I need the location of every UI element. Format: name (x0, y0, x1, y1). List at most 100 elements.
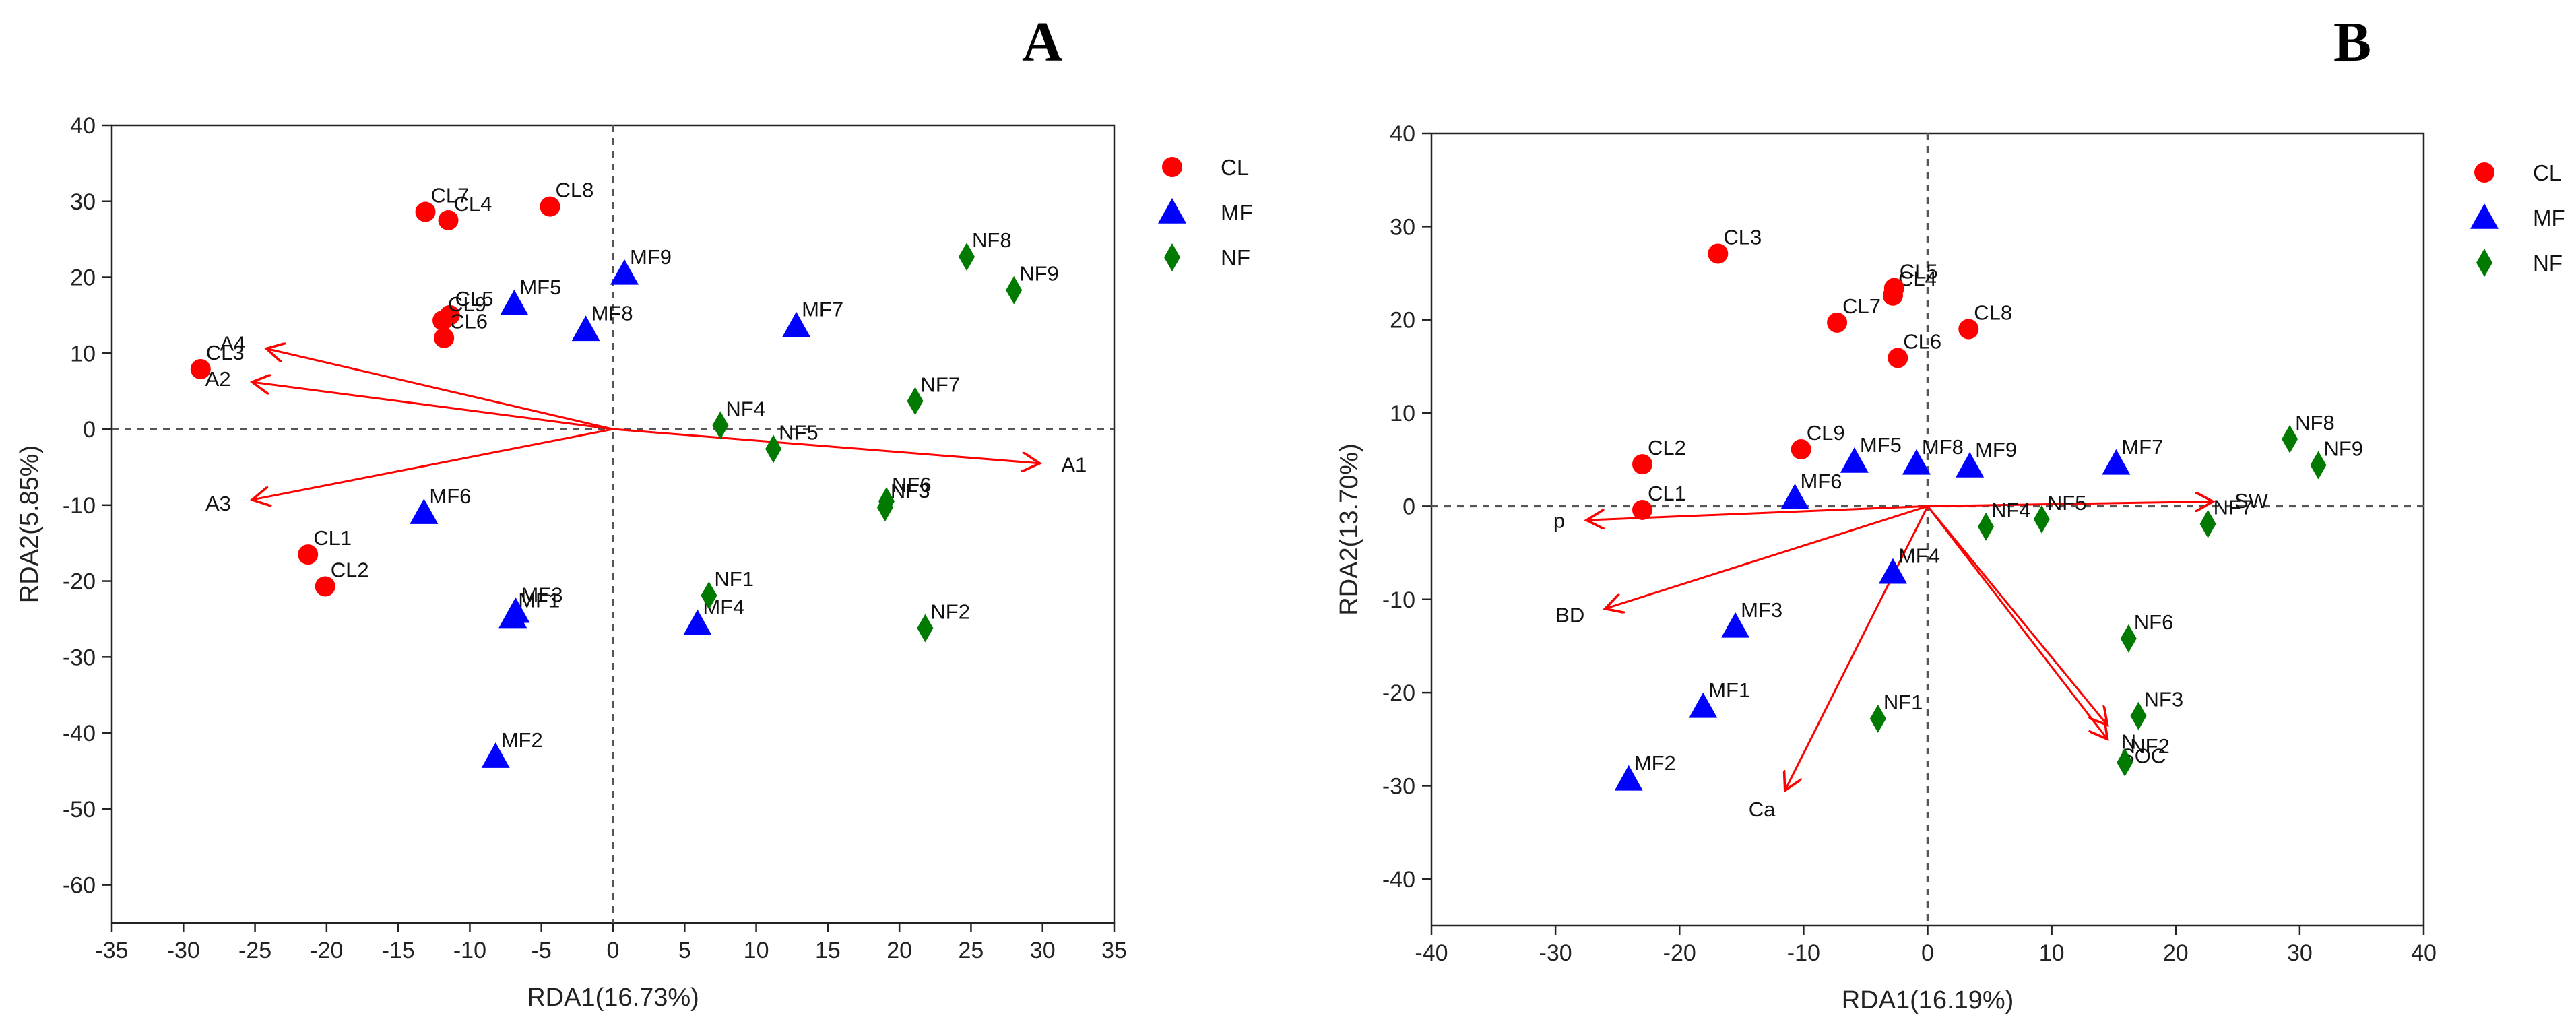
y-tick-label: 30 (70, 189, 96, 215)
x-tick-label: -30 (167, 938, 200, 963)
point-mf7 (2102, 449, 2131, 475)
legend-label: NF (1221, 245, 1250, 270)
vector-label: p (1553, 509, 1565, 532)
point-label: NF8 (2295, 411, 2335, 434)
y-tick-label: -40 (1382, 867, 1415, 893)
point-label: NF7 (2214, 496, 2253, 519)
x-tick-label: -10 (453, 938, 486, 963)
point-cl9 (1791, 439, 1811, 460)
point-cl1 (1632, 499, 1653, 520)
vector-label: Ca (1749, 798, 1776, 821)
point-label: CL5 (455, 287, 494, 311)
point-nf9 (1006, 276, 1023, 304)
point-label: CL4 (1898, 267, 1937, 291)
vector-arrow-sw (1927, 501, 2213, 506)
point-label: NF2 (2130, 734, 2170, 758)
x-axis-title: RDA1(16.73%) (527, 984, 699, 1012)
y-axis-title: RDA2(5.85%) (15, 445, 44, 603)
point-label: NF4 (1991, 498, 2031, 522)
point-label: MF5 (1860, 433, 1902, 457)
point-label: NF8 (972, 228, 1012, 252)
point-label: NF1 (1883, 690, 1923, 714)
point-mf6 (1780, 483, 1809, 509)
point-label: MF8 (1922, 435, 1964, 459)
point-cl2 (1632, 454, 1653, 475)
point-label: CL2 (1648, 436, 1686, 459)
x-tick-label: 5 (678, 938, 691, 963)
point-nf6 (2120, 624, 2137, 653)
point-label: MF3 (1741, 598, 1782, 622)
panel-label-b: B (2333, 11, 2372, 73)
panel-label-a: A (1022, 11, 1063, 73)
x-tick-label: 15 (815, 938, 841, 963)
legend-label: CL (1221, 155, 1249, 180)
vector-label: A3 (205, 492, 231, 515)
point-label: CL8 (1974, 301, 2012, 325)
y-tick-label: -40 (63, 721, 96, 746)
point-label: CL4 (454, 192, 492, 216)
point-label: NF1 (714, 567, 754, 591)
y-tick-label: -30 (63, 645, 96, 670)
point-mf4 (1878, 558, 1907, 584)
y-tick-label: -10 (1382, 587, 1415, 613)
point-nf8 (2282, 424, 2298, 453)
point-cl8 (1958, 319, 1979, 340)
point-label: NF7 (921, 373, 961, 396)
point-mf4 (683, 609, 712, 635)
point-cl7 (415, 201, 436, 222)
point-label: MF1 (1708, 678, 1750, 702)
point-cl6 (1888, 348, 1908, 368)
point-label: CL2 (331, 558, 369, 581)
point-cl4 (438, 210, 459, 230)
point-label: MF3 (521, 583, 562, 607)
x-tick-label: -25 (238, 938, 271, 963)
point-mf6 (410, 498, 439, 524)
point-mf7 (782, 311, 811, 337)
point-label: NF9 (2323, 437, 2363, 461)
legend-label: NF (2533, 251, 2563, 276)
legend-label: CL (2533, 160, 2561, 185)
point-label: CL7 (1842, 294, 1881, 318)
x-tick-label: -35 (95, 938, 128, 963)
point-label: MF1 (518, 589, 560, 612)
x-tick-label: -30 (1539, 940, 1572, 966)
point-nf9 (2310, 451, 2327, 480)
x-tick-label: 40 (2411, 940, 2437, 966)
point-label: NF2 (930, 600, 970, 623)
point-nf7 (2199, 509, 2216, 538)
point-label: MF2 (501, 728, 543, 752)
y-tick-label: 0 (1403, 494, 1415, 519)
y-tick-label: -10 (63, 493, 96, 519)
point-mf3 (1721, 612, 1750, 638)
y-axis-title: RDA2(13.70%) (1335, 443, 1363, 616)
vector-label: A4 (220, 331, 245, 355)
point-mf9 (1956, 451, 1985, 478)
x-tick-label: -15 (382, 938, 415, 963)
legend-label: MF (1221, 200, 1253, 225)
x-tick-label: 0 (1921, 940, 1934, 966)
x-tick-label: 10 (2039, 940, 2065, 966)
point-label: MF8 (591, 301, 633, 325)
point-nf3 (2130, 701, 2147, 730)
y-tick-label: 0 (83, 417, 96, 443)
point-mf3 (501, 597, 530, 623)
point-label: CL3 (1723, 225, 1762, 249)
vector-label: A1 (1061, 453, 1087, 476)
legend-marker-mf (2470, 203, 2499, 229)
y-tick-label: 20 (1390, 308, 1415, 333)
x-tick-label: 10 (744, 938, 769, 963)
point-nf1 (1869, 704, 1886, 733)
rda-plot-b: -40 -30 -20 -10 0 10 20 30 40 -40 -30 -20 -10 0 10 20 30… (1335, 121, 2565, 1015)
point-nf5 (765, 434, 782, 463)
point-label: NF3 (2144, 688, 2184, 711)
point-mf1 (1689, 692, 1718, 718)
point-mf2 (1614, 765, 1643, 791)
point-label: MF7 (802, 298, 843, 321)
point-cl1 (298, 544, 319, 565)
x-tick-label: 30 (2287, 940, 2313, 966)
point-nf2 (2117, 748, 2133, 777)
point-label: MF9 (1975, 438, 2017, 461)
vector-arrow-soc (1927, 505, 2108, 739)
point-mf2 (481, 742, 510, 768)
y-tick-label: -20 (1382, 680, 1415, 706)
